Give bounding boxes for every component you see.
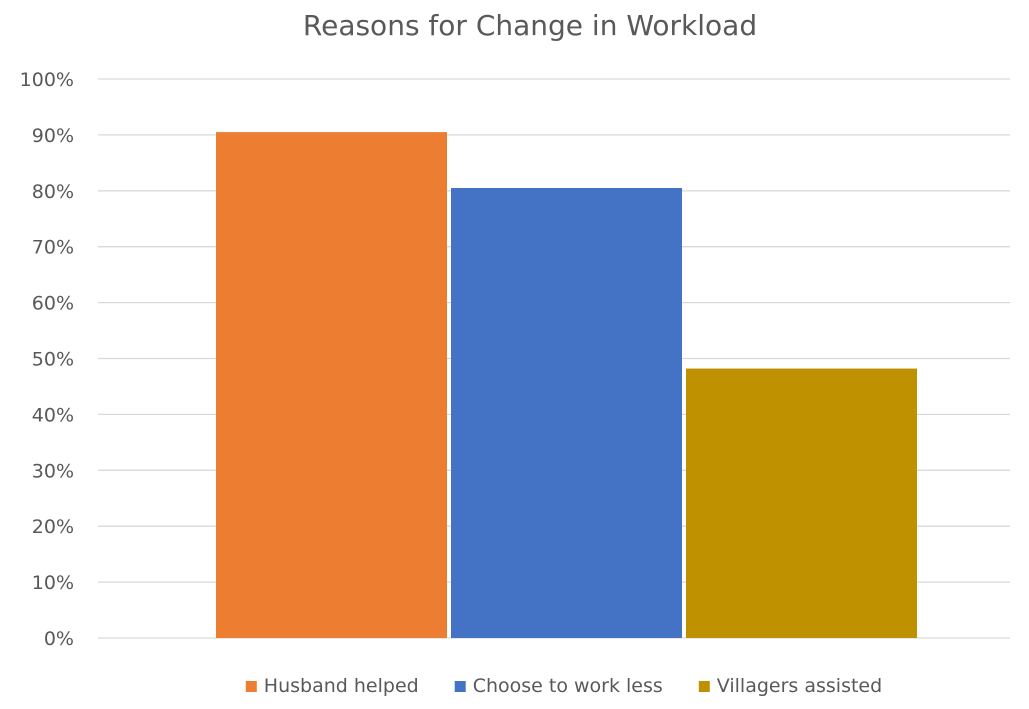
legend-label-choose-to-work-less: Choose to work less: [473, 675, 663, 697]
legend-swatch-villagers-assisted: [698, 681, 710, 692]
y-tick-label: 60%: [32, 293, 74, 315]
y-tick-label: 30%: [32, 460, 74, 482]
y-tick-label: 0%: [44, 628, 74, 650]
chart-title: Reasons for Change in Workload: [303, 9, 757, 42]
legend-label-husband-helped: Husband helped: [264, 675, 419, 697]
y-tick-label: 90%: [32, 125, 74, 147]
bar-choose-to-work-less: [451, 188, 682, 638]
legend-swatch-choose-to-work-less: [454, 681, 466, 692]
bar-villagers-assisted: [686, 368, 917, 638]
legend: Husband helped Choose to work less Village…: [245, 675, 882, 697]
bar-husband-helped: [216, 132, 447, 639]
y-tick-label: 20%: [32, 516, 74, 538]
y-tick-label: 40%: [32, 404, 74, 426]
legend-swatch-husband-helped: [245, 681, 257, 692]
bars: [216, 132, 917, 639]
y-tick-label: 100%: [20, 69, 74, 91]
y-tick-label: 10%: [32, 572, 74, 594]
legend-label-villagers-assisted: Villagers assisted: [717, 675, 882, 697]
y-axis-tick-labels: 0% 10% 20% 30% 40% 50% 60% 70% 80% 90% 100%: [20, 69, 74, 650]
y-tick-label: 80%: [32, 181, 74, 203]
y-tick-label: 70%: [32, 237, 74, 259]
y-tick-label: 50%: [32, 349, 74, 371]
